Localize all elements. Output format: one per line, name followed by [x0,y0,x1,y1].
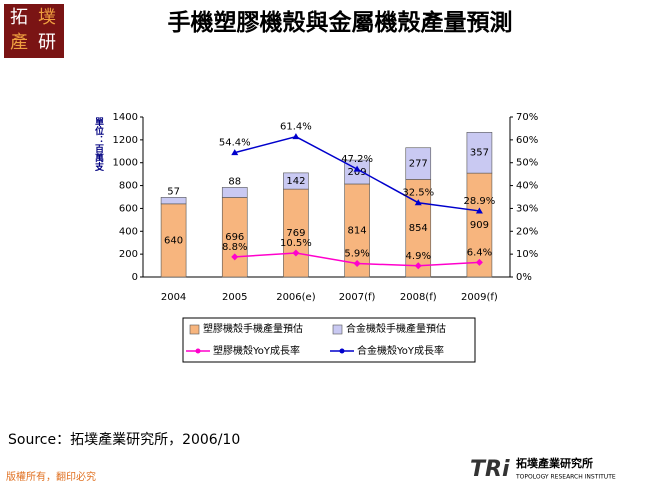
bar-value-label: 209 [348,167,367,178]
y2-tick-label: 60% [516,135,538,146]
legend-box [182,317,476,363]
line-value-label: 4.9% [406,251,431,262]
bar-value-label: 814 [348,225,367,236]
marker [475,258,483,266]
bar [221,197,248,278]
y-tick-label: 800 [119,181,138,192]
y2-tick-label: 10% [516,249,538,260]
y2-tick-label: 40% [516,181,538,192]
line-value-label: 8.8% [222,242,247,253]
bar-value-label: 640 [164,235,183,246]
bar [405,147,432,180]
y2-tick-label: 0% [516,272,532,283]
bar-value-label: 142 [286,176,305,187]
y2-tick-label: 70% [516,112,538,123]
line-value-label: 54.4% [219,138,251,149]
x-tick-label: 2004 [161,292,186,303]
copyright: 版權所有，翻印必究 [6,470,96,483]
legend-marker [195,348,201,354]
y2-tick-label: 20% [516,226,538,237]
logo-char: 墣 [38,7,56,28]
legend-swatch [332,324,343,335]
y2-tick-label: 50% [516,158,538,169]
bar-value-label: 57 [167,186,180,197]
bar [160,197,187,205]
marker [414,199,422,206]
x-tick-label: 2007(f) [339,292,376,303]
line-value-label: 28.9% [464,196,496,207]
source: Source：拓墣產業研究所，2006/10 [8,431,240,448]
bar [283,188,309,278]
marker [353,260,361,268]
line-value-label: 5.9% [344,249,369,260]
bar [221,187,248,198]
bar-value-label: 909 [470,220,489,231]
legend-label: 合金機殼YoY成長率 [357,344,444,357]
x-tick-label: 2006(e) [276,292,316,303]
y-tick-label: 0 [132,272,138,283]
y-tick-label: 400 [119,226,138,237]
x-tick-label: 2009(f) [461,292,498,303]
marker [231,149,239,156]
marker [475,207,483,214]
bar [160,203,187,278]
line-value-label: 61.4% [280,122,312,133]
y-tick-label: 1400 [113,112,138,123]
logo-char: 拓 [10,7,28,28]
y-tick-label: 600 [119,203,138,214]
marker [414,262,422,270]
bar-value-label: 696 [225,232,244,243]
line-value-label: 6.4% [467,247,492,258]
footer-en: TOPOLOGY RESEARCH INSTITUTE [515,474,616,481]
y-axis-label: 單位：百萬支 [93,117,105,172]
slide-title: 手機塑膠機殼與金屬機殼產量預測 [168,9,513,36]
bar-value-label: 277 [409,159,428,170]
y-tick-label: 1200 [113,135,138,146]
line-value-label: 47.2% [341,154,373,165]
footer-name: 拓墣產業研究所 [516,456,593,470]
bar [283,172,309,190]
bar-value-label: 357 [470,148,489,159]
marker [353,165,361,172]
footer-mark: TRi [470,457,510,482]
x-tick-label: 2005 [222,292,247,303]
y-tick-label: 1000 [113,158,138,169]
legend-label: 塑膠機殼YoY成長率 [213,344,300,357]
bar-value-label: 854 [409,223,428,234]
legend-swatch [189,324,200,335]
legend-label: 合金機殼手機產量預估 [346,322,446,335]
legend-label: 塑膠機殼手機產量預估 [203,322,303,335]
marker [292,249,300,257]
y2-tick-label: 30% [516,203,538,214]
y-tick-label: 200 [119,249,138,260]
bar-value-label: 88 [228,176,241,187]
logo-box [4,4,64,58]
marker [292,133,300,140]
logo-char: 研 [38,32,56,53]
marker [231,253,239,261]
bar [466,132,493,174]
legend-marker [339,348,345,354]
bar-value-label: 769 [286,228,305,239]
line-value-label: 10.5% [280,238,312,249]
line-value-label: 32.5% [402,188,434,199]
logo-char: 產 [10,32,28,53]
bar [405,179,432,278]
x-tick-label: 2008(f) [400,292,437,303]
